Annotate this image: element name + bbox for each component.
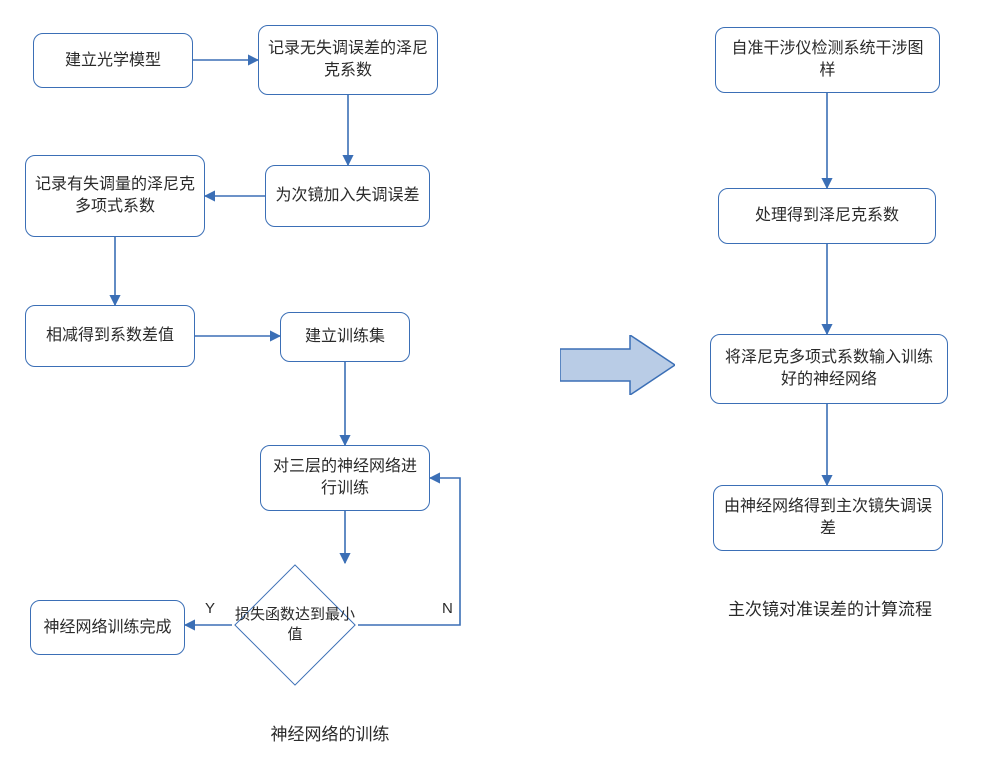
edge-label-no: N bbox=[442, 600, 453, 617]
node-process-zernike: 处理得到泽尼克系数 bbox=[718, 188, 936, 244]
node-label: 损失函数达到最小值 bbox=[235, 605, 355, 646]
edge-label-yes: Y bbox=[205, 600, 215, 617]
node-label: 神经网络训练完成 bbox=[43, 617, 171, 639]
node-input-coeff-to-trained-nn: 将泽尼克多项式系数输入训练好的神经网络 bbox=[710, 334, 948, 404]
node-add-misalign-to-secondary: 为次镜加入失调误差 bbox=[265, 165, 430, 227]
node-label: 处理得到泽尼克系数 bbox=[755, 205, 899, 227]
node-nn-output-misalign-error: 由神经网络得到主次镜失调误差 bbox=[713, 485, 943, 551]
node-label: 为次镜加入失调误差 bbox=[275, 185, 419, 207]
caption-text: 神经网络的训练 bbox=[271, 725, 390, 744]
caption-text: 主次镜对准误差的计算流程 bbox=[728, 600, 932, 619]
decision-label: 损失函数达到最小值 bbox=[235, 598, 355, 652]
node-autocollimator-interferogram: 自准干涉仪检测系统干涉图样 bbox=[715, 27, 940, 93]
node-label: 由神经网络得到主次镜失调误差 bbox=[722, 496, 934, 539]
node-label: 对三层的神经网络进行训练 bbox=[269, 456, 421, 499]
node-label: 相减得到系数差值 bbox=[46, 325, 174, 347]
node-train-3layer-nn: 对三层的神经网络进行训练 bbox=[260, 445, 430, 511]
caption-right: 主次镜对准误差的计算流程 bbox=[720, 595, 940, 620]
node-record-misaligned-zernike: 记录有失调量的泽尼克多项式系数 bbox=[25, 155, 205, 237]
node-record-no-misalign-zernike: 记录无失调误差的泽尼克系数 bbox=[258, 25, 438, 95]
node-label: 记录无失调误差的泽尼克系数 bbox=[267, 38, 429, 81]
big-flow-arrow-icon bbox=[560, 335, 675, 395]
node-build-optical-model: 建立光学模型 bbox=[33, 33, 193, 88]
node-build-training-set: 建立训练集 bbox=[280, 312, 410, 362]
node-label: 建立训练集 bbox=[305, 326, 385, 348]
node-label: 建立光学模型 bbox=[65, 50, 161, 72]
node-label: 将泽尼克多项式系数输入训练好的神经网络 bbox=[719, 347, 939, 390]
node-subtract-coeff-diff: 相减得到系数差值 bbox=[25, 305, 195, 367]
node-label: 自准干涉仪检测系统干涉图样 bbox=[724, 38, 931, 81]
caption-left: 神经网络的训练 bbox=[220, 720, 440, 745]
node-label: 记录有失调量的泽尼克多项式系数 bbox=[34, 174, 196, 217]
node-nn-training-done: 神经网络训练完成 bbox=[30, 600, 185, 655]
